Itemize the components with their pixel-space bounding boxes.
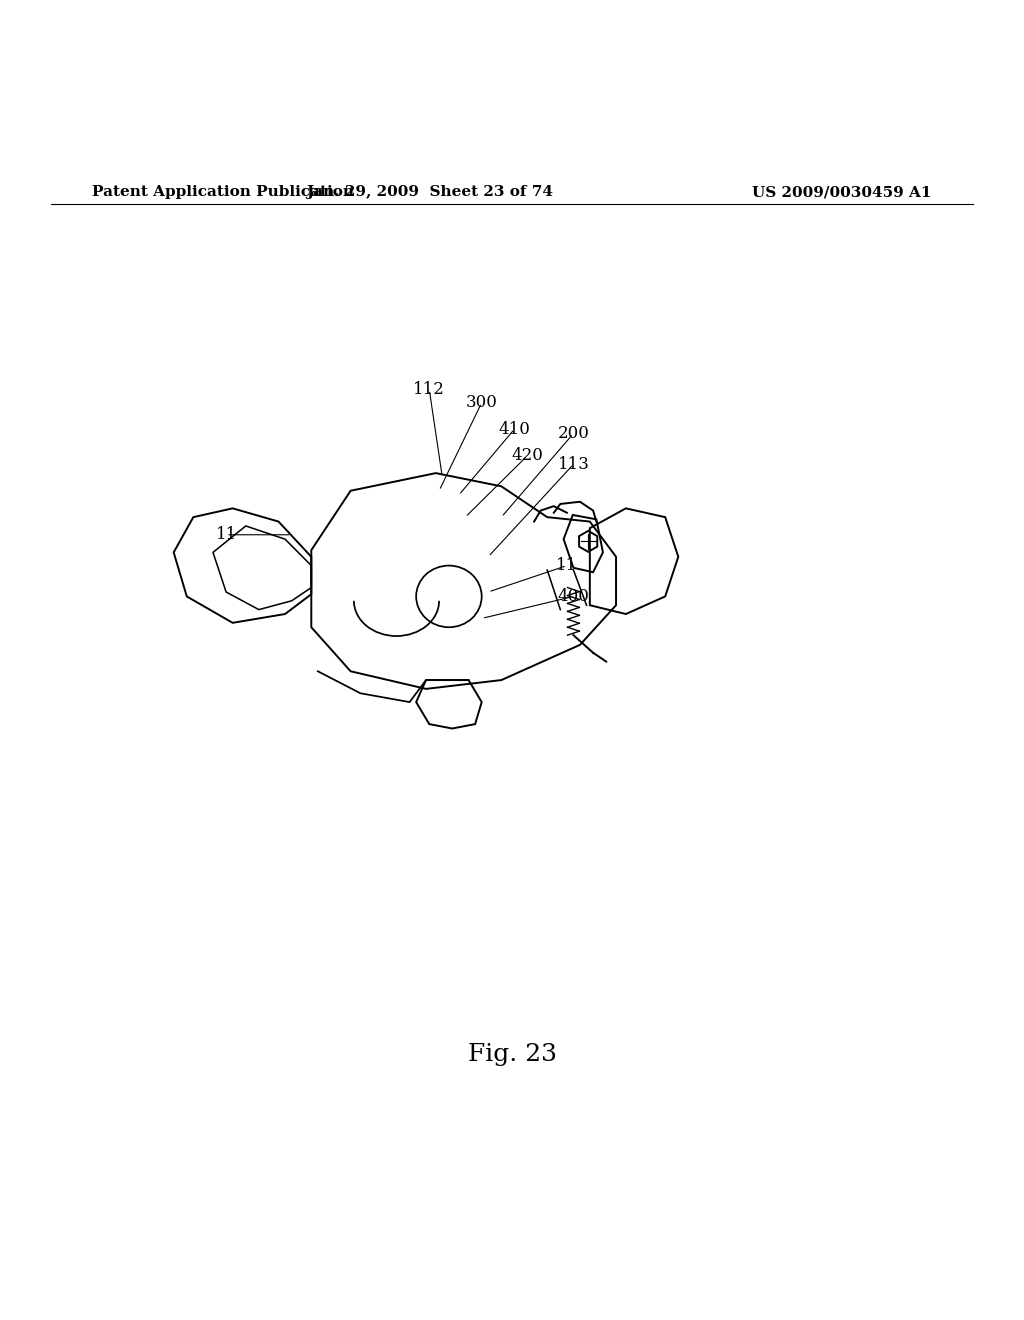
Text: 113: 113 (557, 455, 590, 473)
Text: 11: 11 (556, 557, 578, 574)
Text: 300: 300 (466, 395, 498, 411)
Text: 112: 112 (414, 381, 445, 397)
Text: Fig. 23: Fig. 23 (468, 1043, 556, 1065)
Text: 11: 11 (215, 527, 237, 544)
Text: Jan. 29, 2009  Sheet 23 of 74: Jan. 29, 2009 Sheet 23 of 74 (306, 185, 554, 199)
Text: 410: 410 (499, 421, 530, 438)
Text: US 2009/0030459 A1: US 2009/0030459 A1 (753, 185, 932, 199)
Text: 400: 400 (557, 587, 590, 605)
Text: Patent Application Publication: Patent Application Publication (92, 185, 354, 199)
Text: 420: 420 (512, 447, 544, 465)
Text: 200: 200 (557, 425, 590, 442)
